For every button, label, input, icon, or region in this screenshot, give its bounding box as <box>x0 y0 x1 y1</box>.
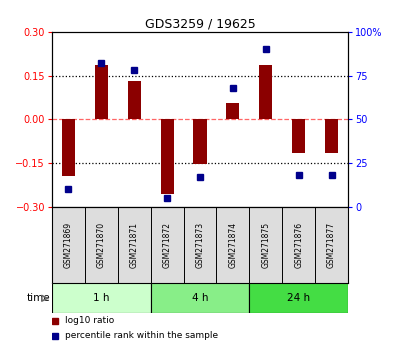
Title: GDS3259 / 19625: GDS3259 / 19625 <box>145 18 255 31</box>
Bar <box>226 103 240 119</box>
Bar <box>151 283 249 313</box>
Bar <box>95 65 108 119</box>
Text: 4 h: 4 h <box>192 293 208 303</box>
Bar <box>259 65 272 119</box>
Text: GSM271870: GSM271870 <box>97 222 106 268</box>
Text: GSM271873: GSM271873 <box>196 222 204 268</box>
Bar <box>128 81 141 119</box>
Text: percentile rank within the sample: percentile rank within the sample <box>65 331 218 340</box>
Bar <box>194 119 206 165</box>
Text: time: time <box>27 293 50 303</box>
Text: GSM271877: GSM271877 <box>327 222 336 268</box>
Text: log10 ratio: log10 ratio <box>65 316 114 325</box>
Text: GSM271876: GSM271876 <box>294 222 303 268</box>
Bar <box>160 119 174 194</box>
Bar <box>292 119 305 153</box>
Text: GSM271875: GSM271875 <box>261 222 270 268</box>
Bar <box>52 283 151 313</box>
Text: GSM271874: GSM271874 <box>228 222 237 268</box>
Bar <box>325 119 338 153</box>
Text: 24 h: 24 h <box>287 293 310 303</box>
Bar <box>249 283 348 313</box>
Text: GSM271869: GSM271869 <box>64 222 73 268</box>
Text: GSM271872: GSM271872 <box>163 222 172 268</box>
Text: 1 h: 1 h <box>93 293 110 303</box>
Bar <box>62 119 75 176</box>
Text: GSM271871: GSM271871 <box>130 222 139 268</box>
